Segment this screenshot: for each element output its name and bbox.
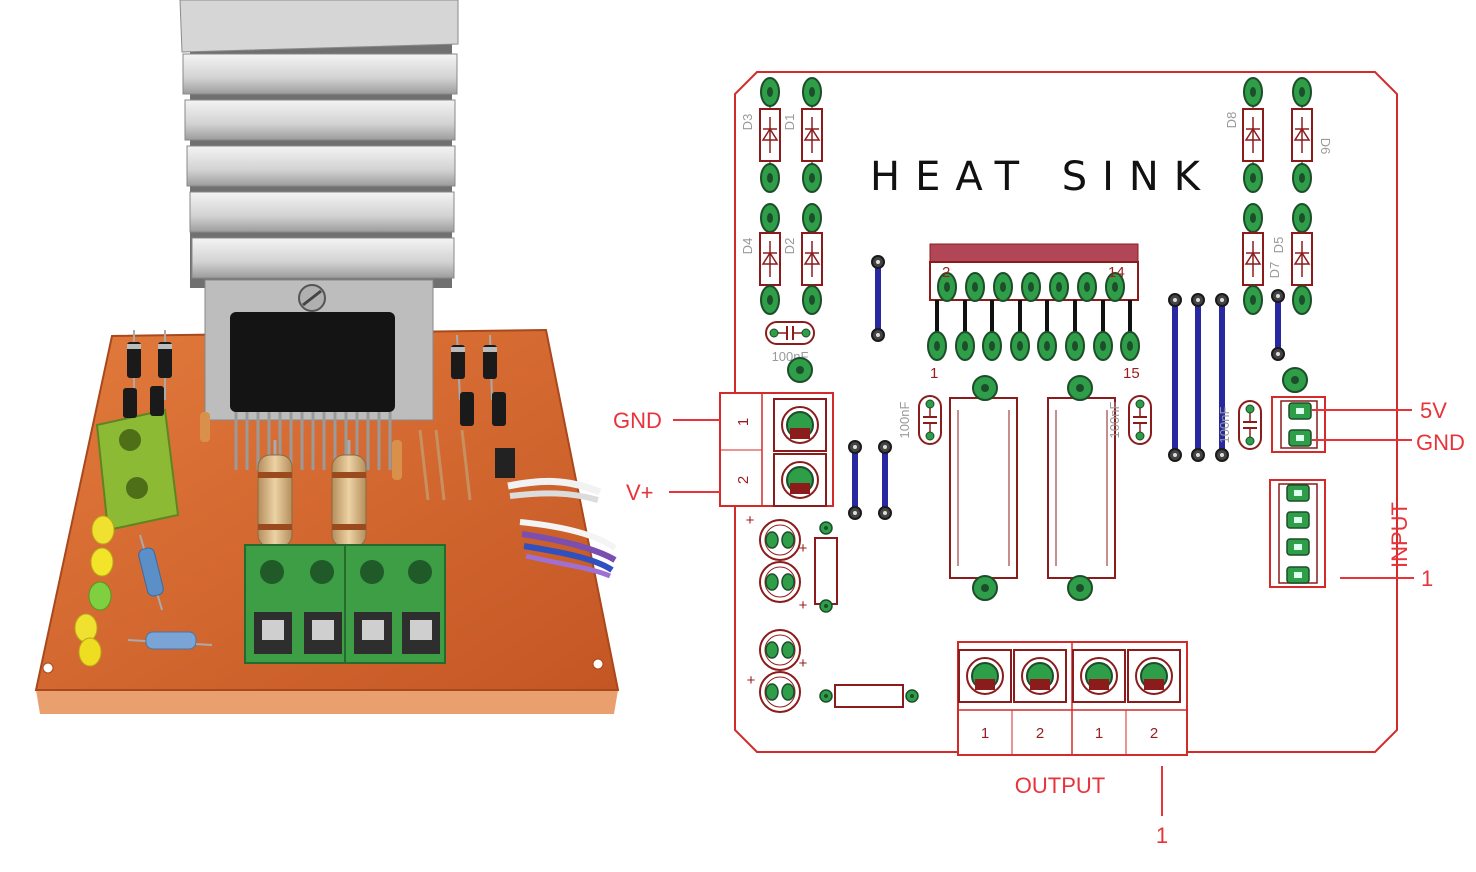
led-polarity-mark: + bbox=[799, 597, 808, 614]
label-d1: D1 bbox=[782, 114, 797, 131]
led bbox=[759, 519, 801, 561]
capacitor-label: 100nF bbox=[897, 402, 912, 439]
mounting-hole bbox=[42, 662, 54, 674]
heat-sink-title: HEAT SINK bbox=[870, 154, 1202, 200]
capacitor bbox=[918, 395, 942, 445]
diode-d3 bbox=[759, 77, 781, 193]
diode-d1 bbox=[801, 77, 823, 193]
input-pin1-marker: 1 bbox=[1421, 566, 1433, 591]
output-pin1-marker: 1 bbox=[1156, 823, 1168, 848]
ic-pin-label: 2 bbox=[942, 264, 950, 281]
diode-d5 bbox=[1291, 203, 1313, 315]
led-polarity-mark: + bbox=[799, 540, 808, 557]
capacitor-label: 100nF bbox=[1217, 407, 1232, 444]
led-polarity-mark: + bbox=[747, 672, 756, 689]
diode-d2 bbox=[801, 203, 823, 315]
wires bbox=[495, 448, 617, 579]
output-label: OUTPUT bbox=[1015, 773, 1105, 798]
resistor-footprint bbox=[819, 684, 919, 708]
power-terminal-pin: 1 bbox=[735, 418, 752, 426]
diodes bbox=[123, 330, 506, 426]
label-d4: D4 bbox=[740, 238, 755, 255]
output-pin-label: 1 bbox=[981, 725, 989, 742]
label-d8: D8 bbox=[1224, 112, 1239, 129]
power-resistor bbox=[257, 440, 293, 560]
input-label: INPUT bbox=[1387, 502, 1412, 568]
5v-callout: 5V bbox=[1420, 398, 1447, 423]
led bbox=[759, 561, 801, 603]
mounting-hole bbox=[592, 658, 604, 670]
led bbox=[759, 671, 801, 713]
capacitor bbox=[1128, 395, 1152, 445]
diode-d4 bbox=[759, 203, 781, 315]
board-outline bbox=[734, 71, 1398, 753]
driver-ic-footprint bbox=[927, 243, 1140, 361]
output-terminal-block bbox=[244, 544, 446, 664]
resistor bbox=[127, 631, 213, 650]
diode-d8 bbox=[1242, 77, 1264, 193]
resistor-footprint bbox=[814, 521, 838, 613]
logic-gnd-callout: GND bbox=[1416, 430, 1465, 455]
label-d7: D7 bbox=[1267, 262, 1282, 279]
screw-icon bbox=[298, 284, 326, 312]
power-terminal-pin: 2 bbox=[735, 476, 752, 484]
logic-supply-connector bbox=[1271, 396, 1326, 453]
capacitors bbox=[200, 412, 472, 501]
power-terminal-block bbox=[95, 408, 180, 532]
capacitor bbox=[1238, 400, 1262, 450]
led-polarity-mark: + bbox=[746, 512, 755, 529]
gnd-callout: GND bbox=[613, 408, 662, 433]
diode-d7 bbox=[1242, 203, 1264, 315]
mounting-pad bbox=[1282, 367, 1308, 393]
diode-d6 bbox=[1291, 77, 1313, 193]
output-pin-label: 2 bbox=[1036, 725, 1044, 742]
mounting-pad bbox=[787, 357, 813, 383]
ic-pin-label: 14 bbox=[1108, 264, 1125, 281]
capacitor bbox=[765, 321, 815, 345]
capacitor-label: 100nF bbox=[1107, 402, 1122, 439]
motor-driver-ic bbox=[230, 312, 395, 470]
led-indicators bbox=[74, 515, 115, 667]
pcb-edge bbox=[36, 690, 618, 714]
label-d3: D3 bbox=[740, 114, 755, 131]
output-pin-label: 1 bbox=[1095, 725, 1103, 742]
vplus-callout: V+ bbox=[626, 480, 654, 505]
jumper-wires bbox=[852, 259, 1281, 516]
ic-pin-label: 1 bbox=[930, 365, 938, 382]
ic-pin-label: 15 bbox=[1123, 365, 1140, 382]
power-terminal bbox=[719, 392, 834, 507]
output-terminal bbox=[957, 641, 1188, 756]
sense-resistor-footprint bbox=[1047, 375, 1116, 601]
power-resistor bbox=[331, 440, 367, 560]
label-d2: D2 bbox=[782, 238, 797, 255]
resistor bbox=[138, 534, 164, 611]
label-d5: D5 bbox=[1271, 237, 1286, 254]
pcb-layout: HEAT SINK D3 D1 D4 D2 bbox=[613, 71, 1465, 848]
input-connector bbox=[1269, 479, 1326, 588]
board-photo bbox=[34, 0, 620, 714]
led bbox=[759, 629, 801, 671]
sense-resistor-footprint bbox=[949, 375, 1018, 601]
label-d6: D6 bbox=[1318, 138, 1333, 155]
led-polarity-mark: + bbox=[799, 655, 808, 672]
output-pin-label: 2 bbox=[1150, 725, 1158, 742]
